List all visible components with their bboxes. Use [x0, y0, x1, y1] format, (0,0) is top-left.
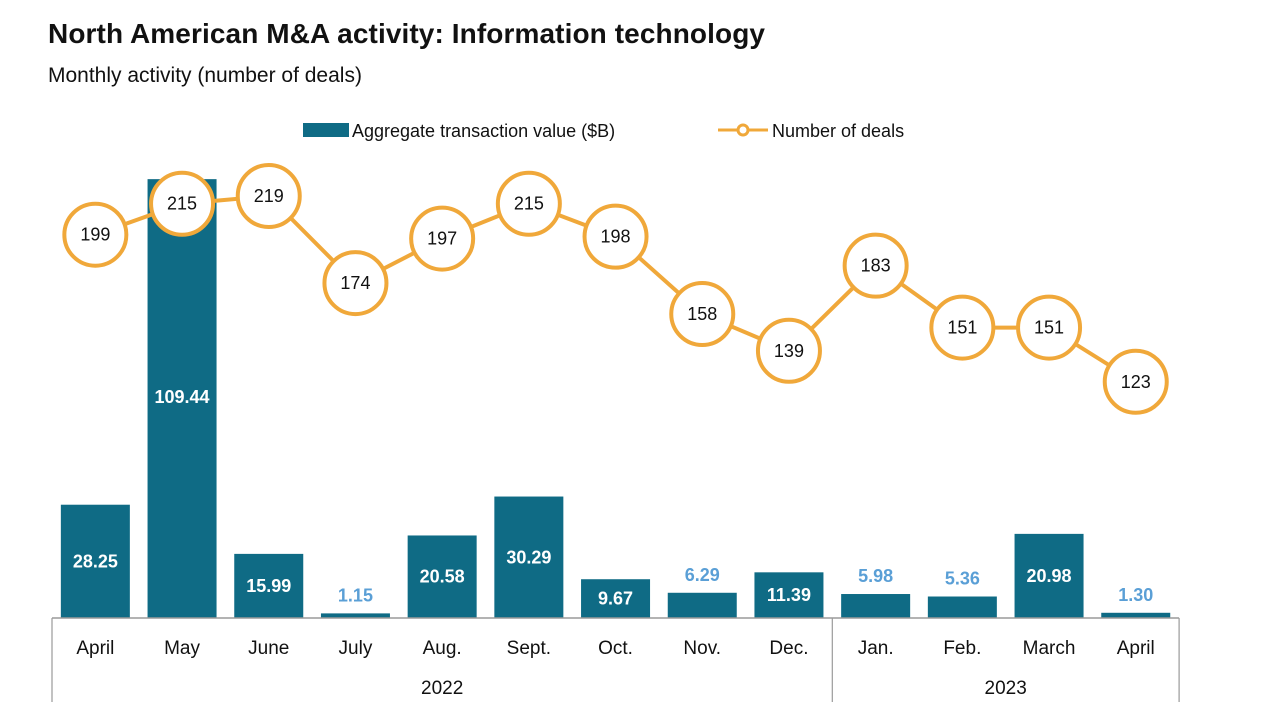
- bar: [234, 553, 304, 618]
- deals-point: [149, 170, 216, 237]
- x-tick-label: June: [248, 638, 289, 659]
- bars-layer: 28.25 109.44 15.99 1.15 20.58 30.29 9.67 6.29 11…: [60, 179, 1171, 618]
- x-tick-label: March: [1023, 638, 1076, 659]
- legend-bar-swatch: [303, 123, 349, 137]
- deals-point: [755, 317, 822, 384]
- bar: [60, 504, 130, 618]
- deals-value-label: 123: [1121, 372, 1151, 392]
- deals-value-label: 197: [427, 229, 457, 249]
- x-axis: 2022 2023 April May June July Aug. Sept. Oct. Nov…: [51, 617, 1180, 702]
- bar: [754, 572, 824, 618]
- bar-value-label: 28.25: [73, 551, 118, 571]
- deals-point: [582, 203, 649, 270]
- deals-line-layer: 199 215 219 174 197 215 198 158 139 183 151 151 123: [62, 163, 1169, 415]
- bar-value-label: 6.29: [685, 565, 720, 585]
- deals-value-label: 183: [861, 256, 891, 276]
- bar: [147, 179, 217, 618]
- x-tick-label: Nov.: [683, 638, 721, 659]
- legend-bar-label: Aggregate transaction value ($B): [352, 121, 615, 141]
- deals-value-label: 151: [1034, 318, 1064, 338]
- x-tick-label: Jan.: [858, 638, 894, 659]
- deals-value-label: 215: [514, 194, 544, 214]
- chart-subtitle: Monthly activity (number of deals): [48, 64, 362, 87]
- bar: [841, 594, 911, 618]
- bar: [494, 496, 564, 618]
- bar-value-label: 20.58: [420, 567, 465, 587]
- bar: [927, 596, 997, 618]
- deals-point: [1016, 294, 1083, 361]
- year-label: 2022: [421, 678, 463, 699]
- deals-point: [409, 205, 476, 272]
- bar-value-label: 5.36: [945, 569, 980, 589]
- bar: [1101, 612, 1171, 618]
- bar: [1014, 533, 1084, 618]
- deals-point: [929, 294, 996, 361]
- deals-value-label: 219: [254, 186, 284, 206]
- deals-point: [842, 232, 909, 299]
- legend-line-marker: [736, 123, 750, 137]
- bar-value-label: 20.98: [1027, 566, 1072, 586]
- deals-value-label: 139: [774, 341, 804, 361]
- x-tick-label: Oct.: [598, 638, 633, 659]
- bar: [667, 592, 737, 618]
- deals-value-label: 174: [340, 273, 370, 293]
- legend: Aggregate transaction value ($B) Number …: [303, 121, 904, 141]
- x-tick-label: Sept.: [507, 638, 551, 659]
- year-label: 2023: [985, 678, 1027, 699]
- deals-point: [322, 250, 389, 317]
- deals-value-label: 158: [687, 304, 717, 324]
- bar-value-label: 15.99: [246, 576, 291, 596]
- deals-value-label: 151: [947, 318, 977, 338]
- bar: [320, 613, 390, 618]
- bar: [581, 579, 651, 618]
- deals-point: [1102, 348, 1169, 415]
- bar-value-label: 30.29: [506, 547, 551, 567]
- deals-value-label: 198: [601, 227, 631, 247]
- page-title: North American M&A activity: Information…: [48, 18, 766, 49]
- bar-value-label: 11.39: [767, 585, 811, 605]
- x-tick-label: May: [164, 638, 200, 659]
- bar: [407, 535, 477, 618]
- deals-value-label: 215: [167, 194, 197, 214]
- bar-value-label: 1.15: [338, 585, 373, 605]
- bar-value-label: 9.67: [598, 589, 633, 609]
- deals-point: [669, 281, 736, 348]
- x-tick-label: Feb.: [943, 638, 981, 659]
- bar-value-label: 109.44: [155, 387, 210, 407]
- legend-line-label: Number of deals: [772, 121, 904, 141]
- x-tick-label: April: [76, 638, 114, 659]
- bar-value-label: 5.98: [858, 566, 893, 586]
- x-tick-label: July: [339, 638, 373, 659]
- deals-point: [495, 170, 562, 237]
- deals-point: [235, 163, 302, 229]
- bar-value-label: 1.30: [1118, 585, 1153, 605]
- x-tick-label: Aug.: [423, 638, 462, 659]
- deals-value-label: 199: [80, 225, 110, 245]
- x-tick-label: April: [1117, 638, 1155, 659]
- deals-point: [62, 201, 129, 268]
- x-tick-label: Dec.: [769, 638, 808, 659]
